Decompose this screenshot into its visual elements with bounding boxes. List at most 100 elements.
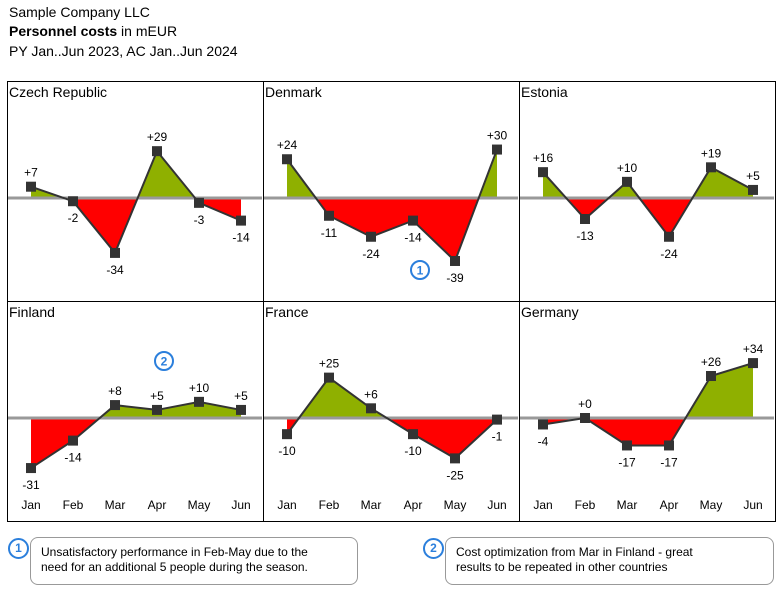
note-2-badge: 2 [423,538,444,559]
data-label-apr: -24 [660,247,678,261]
data-point-may [450,255,460,266]
data-label-feb: -11 [321,226,338,240]
data-label-apr: -14 [404,231,422,245]
data-label-may: -25 [446,468,464,482]
x-tick-apr: Apr [148,498,167,512]
measure-unit: in mEUR [121,23,178,39]
company-name: Sample Company LLC [9,4,150,20]
x-tick-mar: Mar [617,498,638,512]
data-point-apr [664,231,674,242]
data-point-mar [366,231,376,242]
x-tick-may: May [188,498,211,512]
panel-title: Denmark [265,84,323,100]
positive-area [329,377,371,418]
data-label-apr: +5 [150,389,164,403]
data-point-may [706,162,716,173]
data-label-apr: -10 [404,444,422,458]
panel-finland: Finland -31 -14 +8 +5 +10 +5 Jan Feb Mar Apr May Jun [8,304,262,512]
note-1-line-2: need for an additional 5 people during t… [41,560,308,574]
data-point-apr [152,146,162,157]
x-tick-may: May [444,498,467,512]
variance-line [30,149,242,255]
data-label-mar: -24 [362,247,380,261]
data-point-jun [748,358,758,369]
data-label-feb: -13 [576,229,594,243]
data-label-jan: +16 [533,151,554,165]
negative-area [31,418,73,469]
panel-france: France -10 +25 +6 -10 -25 -1 Jan Feb Mar Apr May Jun [264,304,518,512]
data-label-jun: -1 [492,430,503,444]
data-point-feb [324,210,334,221]
data-label-jun: -14 [232,231,250,245]
data-point-feb [580,213,590,224]
data-point-mar [622,440,632,451]
data-point-jan [538,167,548,178]
negative-area [199,198,241,221]
variance-line [542,362,754,447]
data-point-may [450,453,460,464]
x-tick-jan: Jan [277,498,296,512]
data-point-jan [538,419,548,430]
negative-area [371,198,413,237]
data-point-may [194,396,204,407]
note-2-line-1: Cost optimization from Mar in Finland - … [456,545,693,559]
data-label-mar: +8 [108,384,122,398]
variance-line [286,376,498,460]
x-tick-jun: Jun [231,498,250,512]
panel-denmark: Denmark +24 -11 -24 -14 -39 +30 [264,84,518,285]
positive-area [157,401,199,418]
data-label-feb: +0 [578,397,592,411]
data-label-apr: +29 [147,130,168,144]
negative-area [329,198,371,237]
data-point-jun [748,184,758,195]
panel-title: Estonia [521,84,568,100]
period-label: PY Jan..Jun 2023, AC Jan..Jun 2024 [9,43,238,59]
data-point-jun [492,144,502,155]
panel-germany: Germany -4 +0 -17 -17 +26 +34 Jan Feb Mar Apr May Ju… [520,304,774,512]
data-label-mar: +6 [364,387,378,401]
positive-area [115,405,157,418]
data-point-jun [492,414,502,425]
data-label-jun: +34 [743,342,764,356]
measure-name: Personnel costs [9,23,118,39]
variance-line [286,149,498,263]
panel-title: Finland [9,304,55,320]
data-label-feb: +25 [319,357,340,371]
note-1-line-1: Unsatisfactory performance in Feb-May du… [41,545,308,559]
panel-title: Germany [521,304,579,320]
annotation-marker-1: 1 [410,260,430,280]
positive-area [199,401,241,418]
x-tick-jan: Jan [533,498,552,512]
x-tick-apr: Apr [404,498,423,512]
data-label-jun: +30 [487,129,508,143]
panel-czech-republic: Czech Republic +7 -2 -34 +29 -3 -14 [8,84,262,277]
note-1-badge: 1 [8,538,29,559]
data-label-jun: +5 [234,389,248,403]
annotation-circle [410,260,430,280]
data-point-jan [282,154,292,165]
data-point-jun [236,215,246,226]
x-tick-jun: Jun [743,498,762,512]
x-tick-feb: Feb [63,498,84,512]
annotation-marker-2: 2 [154,351,174,371]
data-label-may: +26 [701,355,722,369]
data-label-jun: +5 [746,169,760,183]
x-tick-jun: Jun [487,498,506,512]
data-point-apr [408,429,418,440]
panel-title: Czech Republic [9,84,107,100]
note-1-box: Unsatisfactory performance in Feb-May du… [30,537,358,585]
annotation-circle [154,351,174,371]
annotation-number: 2 [161,355,168,369]
annotation-number: 1 [417,264,424,278]
data-point-jun [236,404,246,415]
data-point-apr [664,440,674,451]
data-label-may: +19 [701,146,722,160]
x-tick-mar: Mar [105,498,126,512]
data-point-may [706,371,716,382]
measure-title: Personnel costs in mEUR [9,22,177,41]
data-point-apr [408,215,418,226]
data-point-mar [110,400,120,411]
note-2-box: Cost optimization from Mar in Finland - … [445,537,774,585]
data-label-apr: -17 [660,455,678,469]
